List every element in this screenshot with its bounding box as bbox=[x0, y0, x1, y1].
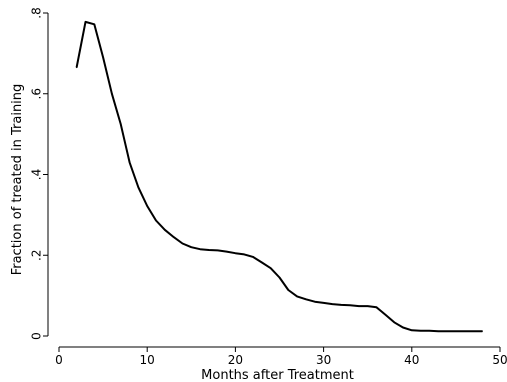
y-tick-label: .4 bbox=[30, 169, 44, 180]
x-tick-label: 40 bbox=[404, 353, 419, 367]
y-axis-title: Fraction of treated in Training bbox=[10, 84, 25, 276]
data-point bbox=[261, 261, 263, 264]
x-axis-title: Months after Treatment bbox=[201, 368, 354, 382]
data-point bbox=[84, 21, 87, 23]
data-point bbox=[93, 23, 95, 25]
data-point bbox=[402, 326, 404, 329]
plot-area bbox=[75, 20, 483, 333]
x-tick-label: 0 bbox=[55, 353, 63, 367]
data-point bbox=[472, 330, 475, 332]
data-point bbox=[270, 267, 272, 269]
data-point bbox=[208, 249, 210, 251]
data-point bbox=[411, 329, 413, 331]
data-point bbox=[190, 246, 192, 248]
data-point bbox=[199, 248, 201, 250]
data-point bbox=[349, 304, 351, 306]
data-point bbox=[358, 305, 360, 307]
data-point bbox=[164, 229, 166, 231]
data-point bbox=[155, 219, 157, 222]
y-tick-label: 0 bbox=[30, 332, 44, 340]
data-point bbox=[217, 249, 219, 252]
data-point bbox=[446, 330, 448, 332]
x-tick-label: 50 bbox=[492, 353, 507, 367]
data-point bbox=[252, 256, 254, 258]
data-point bbox=[146, 205, 148, 207]
data-point bbox=[455, 330, 457, 332]
data-point bbox=[367, 305, 369, 307]
y-tick-label: .8 bbox=[30, 7, 44, 18]
data-point bbox=[225, 251, 228, 253]
data-point bbox=[128, 161, 131, 163]
data-point bbox=[393, 321, 395, 323]
data-point bbox=[340, 304, 342, 306]
data-point bbox=[331, 303, 334, 305]
x-tick-label: 20 bbox=[228, 353, 243, 367]
y-tick-label: .2 bbox=[30, 250, 44, 261]
data-point bbox=[464, 330, 466, 332]
data-point bbox=[287, 289, 289, 291]
data-point bbox=[296, 295, 298, 298]
data-point bbox=[76, 66, 78, 69]
x-tick-label: 30 bbox=[316, 353, 331, 367]
data-point bbox=[428, 330, 431, 332]
y-tick-label: .6 bbox=[30, 88, 44, 99]
data-point bbox=[102, 56, 104, 59]
series-line-0 bbox=[75, 20, 483, 333]
y-axis: 0 .2 .4 .6 .8 bbox=[30, 7, 49, 340]
data-point bbox=[420, 330, 422, 332]
data-point bbox=[375, 306, 378, 308]
data-point bbox=[243, 253, 245, 256]
data-point bbox=[384, 314, 386, 316]
data-point bbox=[111, 93, 113, 95]
data-point bbox=[323, 302, 325, 304]
data-point bbox=[481, 330, 483, 332]
data-point bbox=[173, 236, 175, 238]
x-axis: 0 10 20 30 40 50 bbox=[55, 346, 507, 367]
data-point bbox=[278, 276, 281, 279]
data-point bbox=[314, 301, 316, 303]
data-point bbox=[137, 186, 139, 189]
data-point bbox=[181, 242, 184, 245]
data-point bbox=[120, 123, 122, 125]
data-point bbox=[437, 330, 439, 332]
data-point bbox=[305, 298, 307, 300]
x-tick-label: 10 bbox=[140, 353, 155, 367]
data-point bbox=[234, 252, 236, 254]
